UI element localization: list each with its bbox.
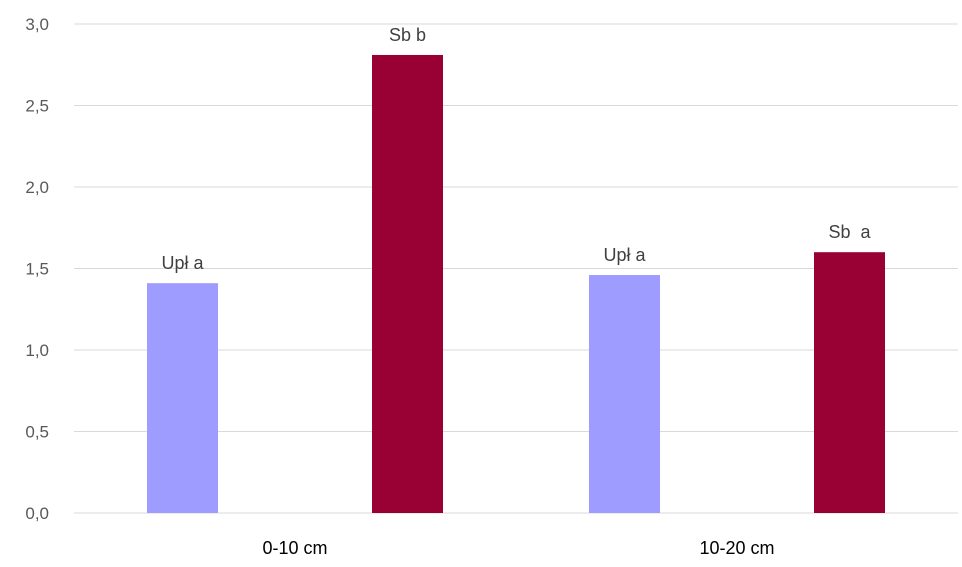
x-category-label: 10-20 cm	[699, 538, 774, 558]
y-tick-label: 2,0	[25, 178, 49, 197]
data-label: Upł a	[603, 245, 646, 265]
y-tick-label: 3,0	[25, 15, 49, 34]
gridlines	[74, 23, 958, 514]
y-tick-label: 0,0	[25, 504, 49, 523]
y-tick-label: 0,5	[25, 423, 49, 442]
bar	[814, 252, 885, 513]
data-labels: Upł a Sb b Upł a Sb a	[161, 25, 871, 273]
y-tick-label: 1,5	[25, 260, 49, 279]
y-tick-label: 2,5	[25, 97, 49, 116]
data-label: Upł a	[161, 253, 204, 273]
y-axis-tick-labels: 0,0 0,5 1,0 1,5 2,0 2,5 3,0	[25, 15, 49, 523]
bar	[589, 275, 660, 513]
bar	[372, 54, 443, 513]
x-category-label: 0-10 cm	[262, 538, 327, 558]
bar	[147, 283, 218, 513]
data-label: Sb b	[389, 25, 426, 45]
bars	[147, 54, 885, 513]
data-label: Sb a	[828, 222, 871, 242]
y-tick-label: 1,0	[25, 341, 49, 360]
x-axis-category-labels: 0-10 cm 10-20 cm	[262, 538, 774, 558]
